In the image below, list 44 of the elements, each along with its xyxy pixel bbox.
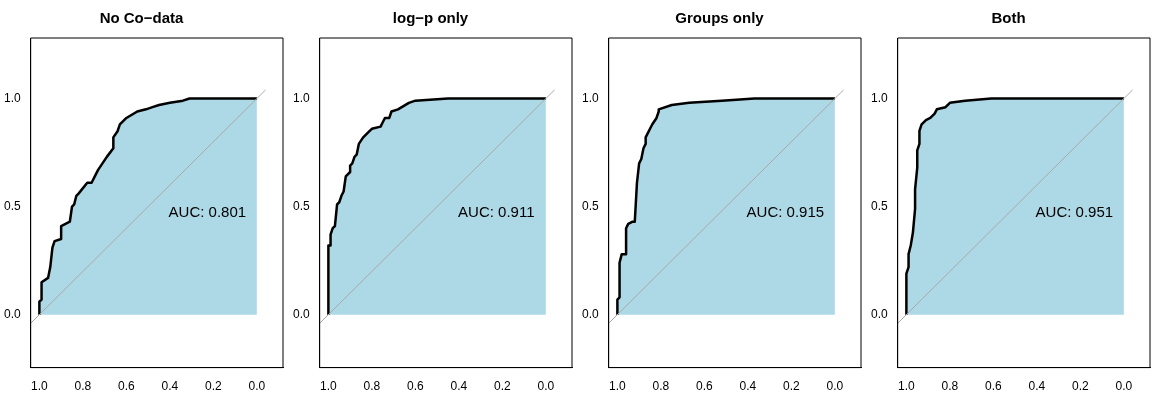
x-tick-label: 1.0 — [609, 379, 627, 394]
y-tick-label: 0.0 — [292, 306, 310, 321]
x-tick-label: 0.0 — [1115, 379, 1133, 394]
x-tick-label: 0.4 — [450, 379, 468, 394]
x-tick-label: 0.4 — [739, 379, 757, 394]
y-tick-label: 0.5 — [870, 198, 888, 213]
x-tick-label: 1.0 — [320, 379, 338, 394]
y-tick-label: 0.5 — [581, 198, 599, 213]
x-tick-label: 1.0 — [898, 379, 916, 394]
y-tick-label: 1.0 — [292, 90, 310, 105]
y-tick-label: 0.5 — [3, 198, 21, 213]
y-tick-label: 1.0 — [870, 90, 888, 105]
chart-title: Groups only — [675, 9, 765, 27]
x-tick-label: 0.4 — [161, 379, 179, 394]
x-tick-label: 0.0 — [826, 379, 844, 394]
y-tick-label: 1.0 — [3, 90, 21, 105]
chart-title: Both — [991, 9, 1026, 27]
y-tick-label: 0.0 — [581, 306, 599, 321]
x-tick-label: 0.6 — [696, 379, 714, 394]
x-tick-label: 0.8 — [941, 379, 959, 394]
y-tick-label: 0.0 — [870, 306, 888, 321]
chart-title: No Co−data — [99, 9, 185, 27]
chart-title: log−p only — [392, 9, 469, 27]
x-tick-label: 0.2 — [1072, 379, 1090, 394]
y-tick-label: 1.0 — [581, 90, 599, 105]
x-tick-label: 0.6 — [118, 379, 136, 394]
x-tick-label: 0.2 — [494, 379, 512, 394]
annotation: AUC: 0.911 — [458, 202, 535, 220]
annotation: AUC: 0.951 — [1035, 202, 1114, 220]
x-tick-label: 0.6 — [407, 379, 425, 394]
x-tick-label: 0.8 — [74, 379, 92, 394]
annotation: AUC: 0.915 — [746, 202, 825, 220]
x-tick-label: 0.0 — [537, 379, 555, 394]
x-tick-label: 0.0 — [248, 379, 266, 394]
x-tick-label: 0.6 — [985, 379, 1003, 394]
x-tick-label: 1.0 — [31, 379, 49, 394]
x-tick-label: 0.2 — [205, 379, 223, 394]
x-tick-label: 0.8 — [652, 379, 670, 394]
x-tick-label: 0.4 — [1028, 379, 1046, 394]
y-tick-label: 0.5 — [292, 198, 310, 213]
x-tick-label: 0.2 — [783, 379, 801, 394]
x-tick-label: 0.8 — [363, 379, 381, 394]
y-tick-label: 0.0 — [3, 306, 21, 321]
annotation: AUC: 0.801 — [168, 202, 247, 220]
